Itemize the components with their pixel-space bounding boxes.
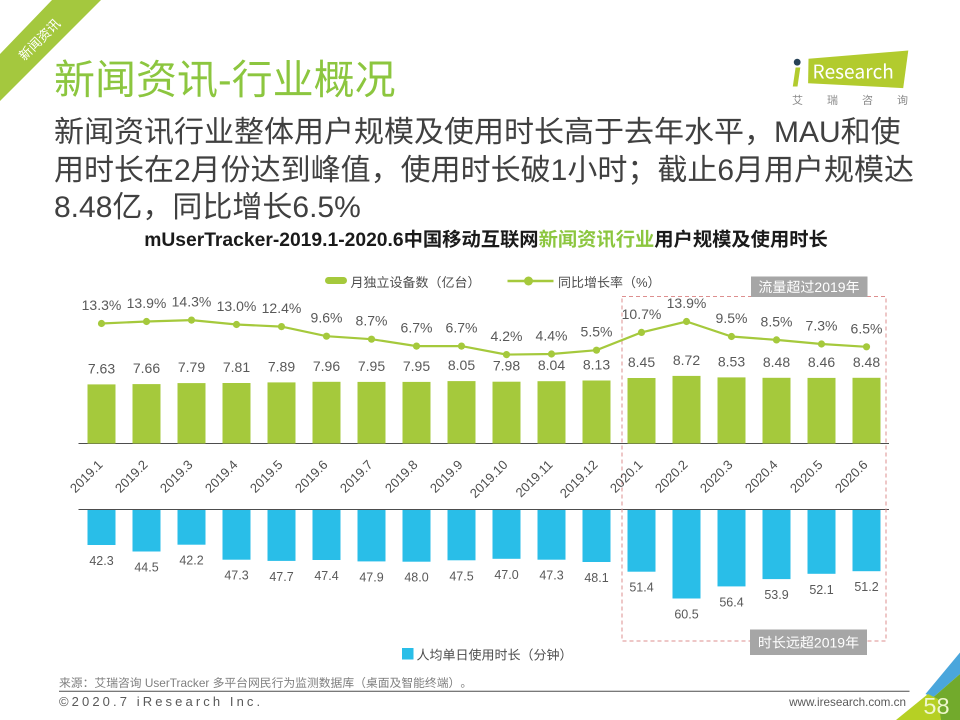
svg-text:2020.3: 2020.3 [697,457,736,496]
svg-text:8.04: 8.04 [538,357,565,373]
svg-text:7.95: 7.95 [403,358,430,374]
svg-text:48.1: 48.1 [584,571,608,585]
svg-text:2019.1: 2019.1 [67,457,106,496]
svg-text:月独立设备数（亿台）: 月独立设备数（亿台） [351,275,481,290]
svg-text:42.3: 42.3 [89,554,113,568]
svg-text:人均单日使用时长（分钟）: 人均单日使用时长（分钟） [417,648,573,663]
svg-text:2019.5: 2019.5 [247,457,286,496]
svg-text:时长远超2019年: 时长远超2019年 [758,635,859,651]
svg-text:2019.3: 2019.3 [157,457,196,496]
svg-text:51.2: 51.2 [854,580,878,594]
svg-text:8.7%: 8.7% [356,313,388,329]
svg-text:58: 58 [923,693,949,719]
svg-text:10.7%: 10.7% [622,306,662,322]
svg-text:6.5%: 6.5% [851,320,883,336]
svg-text:8.72: 8.72 [673,352,700,368]
svg-text:7.81: 7.81 [223,359,250,375]
svg-text:8.48: 8.48 [763,354,790,370]
svg-text:6.7%: 6.7% [401,320,433,336]
svg-text:8.05: 8.05 [448,357,475,373]
svg-text:Research: Research [813,58,894,85]
svg-text:47.7: 47.7 [269,570,293,584]
svg-text:2019.4: 2019.4 [202,457,241,496]
svg-text:5.5%: 5.5% [581,324,613,340]
svg-text:7.95: 7.95 [358,358,385,374]
svg-text:56.4: 56.4 [719,595,743,609]
svg-text:2019.11: 2019.11 [512,457,555,500]
svg-text:47.3: 47.3 [539,569,563,583]
svg-text:艾瑞咨询: 艾瑞咨询 [792,94,932,107]
svg-text:44.5: 44.5 [134,561,158,575]
svg-text:47.9: 47.9 [359,571,383,585]
svg-text:7.66: 7.66 [133,360,160,376]
svg-text:2020.4: 2020.4 [742,457,781,496]
svg-text:2020.5: 2020.5 [787,457,826,496]
svg-text:7.96: 7.96 [313,358,340,374]
svg-text:8.5%: 8.5% [761,313,793,329]
svg-text:8.53: 8.53 [718,353,745,369]
svg-text:2020.2: 2020.2 [652,457,691,496]
svg-text:7.79: 7.79 [178,359,205,375]
svg-text:14.3%: 14.3% [172,294,212,310]
svg-text:2019.8: 2019.8 [382,457,421,496]
svg-text:13.9%: 13.9% [127,295,167,311]
svg-text:2020.6: 2020.6 [832,457,871,496]
svg-text:60.5: 60.5 [674,608,698,622]
svg-text:7.89: 7.89 [268,358,295,374]
svg-text:9.6%: 9.6% [311,310,343,326]
svg-text:8.48: 8.48 [853,354,880,370]
svg-text:8.45: 8.45 [628,354,655,370]
svg-text:流量超过2019年: 流量超过2019年 [758,279,859,295]
svg-text:2019.7: 2019.7 [337,457,376,496]
svg-text:2019.6: 2019.6 [292,457,331,496]
svg-text:42.2: 42.2 [179,554,203,568]
svg-text:2019.2: 2019.2 [112,457,151,496]
svg-text:13.3%: 13.3% [82,297,122,313]
svg-text:52.1: 52.1 [809,583,833,597]
svg-text:48.0: 48.0 [404,571,428,585]
svg-text:47.3: 47.3 [224,569,248,583]
svg-text:6.7%: 6.7% [446,320,478,336]
svg-text:7.63: 7.63 [88,360,115,376]
svg-text:47.4: 47.4 [314,569,338,583]
svg-text:8.13: 8.13 [583,357,610,373]
svg-text:51.4: 51.4 [629,581,653,595]
svg-text:53.9: 53.9 [764,588,788,602]
svg-text:4.4%: 4.4% [536,328,568,344]
svg-text:7.98: 7.98 [493,358,520,374]
svg-text:13.0%: 13.0% [217,298,257,314]
svg-text:12.4%: 12.4% [262,300,302,316]
svg-text:7.3%: 7.3% [806,318,838,334]
svg-text:47.0: 47.0 [494,568,518,582]
svg-text:9.5%: 9.5% [716,310,748,326]
svg-text:2020.1: 2020.1 [607,457,646,496]
svg-text:2019.12: 2019.12 [557,457,601,501]
svg-text:8.46: 8.46 [808,354,835,370]
svg-text:2019.9: 2019.9 [427,457,466,496]
svg-text:13.9%: 13.9% [667,295,707,311]
svg-text:4.2%: 4.2% [491,328,523,344]
svg-text:同比增长率（%）: 同比增长率（%） [558,275,661,290]
svg-text:2019.10: 2019.10 [467,457,511,501]
svg-text:47.5: 47.5 [449,569,473,583]
